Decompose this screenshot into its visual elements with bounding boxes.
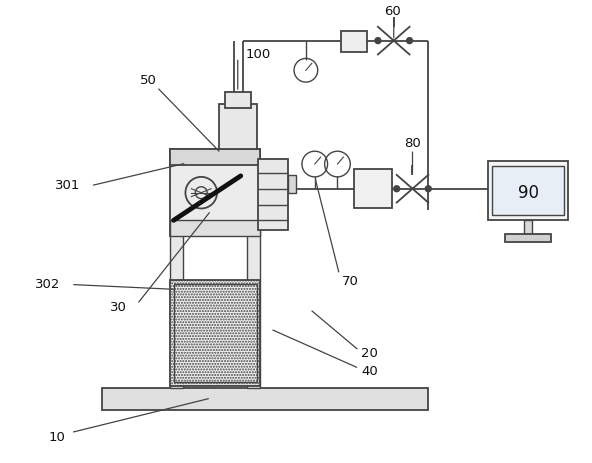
Bar xyxy=(288,175,296,193)
Circle shape xyxy=(394,186,400,192)
Text: 60: 60 xyxy=(384,5,401,18)
Bar xyxy=(225,92,250,108)
Text: 40: 40 xyxy=(361,365,378,378)
Text: 100: 100 xyxy=(246,48,271,61)
Bar xyxy=(247,179,260,388)
Text: 30: 30 xyxy=(110,300,127,314)
Bar xyxy=(488,161,568,220)
Text: 70: 70 xyxy=(342,275,358,288)
Bar xyxy=(173,283,256,382)
Text: 302: 302 xyxy=(36,278,61,291)
Text: 10: 10 xyxy=(48,431,65,444)
Text: 20: 20 xyxy=(361,347,378,360)
Text: 80: 80 xyxy=(404,137,422,150)
Bar xyxy=(170,220,260,236)
Bar xyxy=(219,104,256,149)
Bar xyxy=(170,179,184,388)
Bar xyxy=(524,220,532,234)
Bar xyxy=(354,169,392,208)
Text: 50: 50 xyxy=(140,74,157,87)
Text: 90: 90 xyxy=(517,184,539,202)
Circle shape xyxy=(407,38,413,44)
Bar xyxy=(493,166,564,215)
Bar xyxy=(342,31,367,52)
Circle shape xyxy=(375,38,381,44)
Bar xyxy=(259,159,288,230)
Bar xyxy=(102,388,428,410)
Bar xyxy=(506,234,551,242)
Bar xyxy=(170,149,260,236)
Circle shape xyxy=(425,186,431,192)
Text: 301: 301 xyxy=(55,179,81,192)
Bar xyxy=(170,280,260,386)
Bar xyxy=(170,149,260,165)
